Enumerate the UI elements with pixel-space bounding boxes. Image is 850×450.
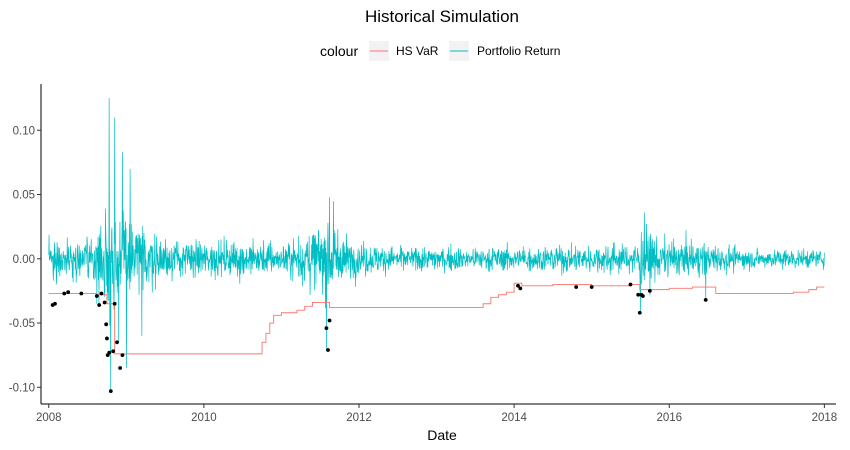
exceedance-point bbox=[99, 291, 104, 296]
x-tick-label: 2008 bbox=[36, 412, 62, 424]
exceedance-point bbox=[97, 303, 102, 307]
exceedance-point bbox=[105, 336, 109, 341]
y-tick-label: 0.05 bbox=[13, 190, 35, 202]
exceedance-point bbox=[636, 292, 641, 297]
exceedance-point bbox=[326, 348, 330, 352]
exceedance-point bbox=[589, 285, 594, 289]
exceedance-point bbox=[703, 298, 708, 302]
legend: colour HS VaR Portfolio Return bbox=[320, 41, 560, 61]
x-tick-label: 2010 bbox=[191, 412, 217, 424]
y-tick-label: -0.05 bbox=[9, 318, 35, 330]
exceedance-point bbox=[108, 389, 113, 394]
exceedance-point bbox=[518, 286, 523, 291]
x-tick-label: 2014 bbox=[501, 412, 527, 424]
exceedance-point bbox=[324, 326, 329, 331]
exceedance-point bbox=[327, 318, 332, 323]
exceedance-point bbox=[111, 349, 116, 354]
exceedance-point bbox=[115, 340, 119, 345]
series-line-hs-var bbox=[48, 282, 825, 355]
legend-title: colour bbox=[320, 43, 358, 59]
chart-title: Historical Simulation bbox=[365, 7, 519, 26]
legend-item-portfolio-return: Portfolio Return bbox=[449, 41, 560, 61]
exceedance-point bbox=[53, 301, 57, 306]
exceedance-point bbox=[79, 291, 84, 296]
legend-label-portfolio-return: Portfolio Return bbox=[477, 44, 560, 58]
x-tick-label: 2012 bbox=[346, 412, 372, 424]
exceedance-point bbox=[628, 282, 633, 287]
exceedance-point bbox=[118, 366, 123, 370]
exceedance-point bbox=[574, 285, 579, 289]
plot-area bbox=[48, 98, 825, 394]
exceedance-point bbox=[102, 300, 107, 305]
exceedance-point bbox=[640, 294, 645, 298]
exceedance-point bbox=[120, 353, 125, 358]
exceedance-point bbox=[66, 290, 71, 295]
legend-label-hs-var: HS VaR bbox=[396, 44, 439, 58]
x-tick-label: 2018 bbox=[812, 412, 838, 424]
x-axis-title: Date bbox=[427, 427, 457, 443]
exceedance-point bbox=[112, 301, 117, 306]
exceedance-point bbox=[94, 294, 99, 298]
legend-item-hs-var: HS VaR bbox=[369, 41, 439, 61]
exceedance-point bbox=[637, 310, 642, 315]
y-tick-label: -0.10 bbox=[9, 382, 35, 394]
exceedance-point bbox=[516, 283, 520, 288]
exceedance-point bbox=[647, 289, 652, 293]
exceedance-point bbox=[104, 322, 109, 327]
exceedance-point bbox=[62, 291, 67, 296]
series-line-portfolio-return bbox=[48, 98, 825, 392]
exceedance-point bbox=[107, 350, 112, 355]
x-tick-label: 2016 bbox=[656, 412, 682, 424]
y-tick-label: 0.10 bbox=[13, 125, 35, 137]
y-tick-label: 0.00 bbox=[13, 254, 35, 266]
axes: 0.10 0.05 0.00 -0.05 -0.10 2008 2010 2012 2014 20… bbox=[9, 84, 837, 424]
